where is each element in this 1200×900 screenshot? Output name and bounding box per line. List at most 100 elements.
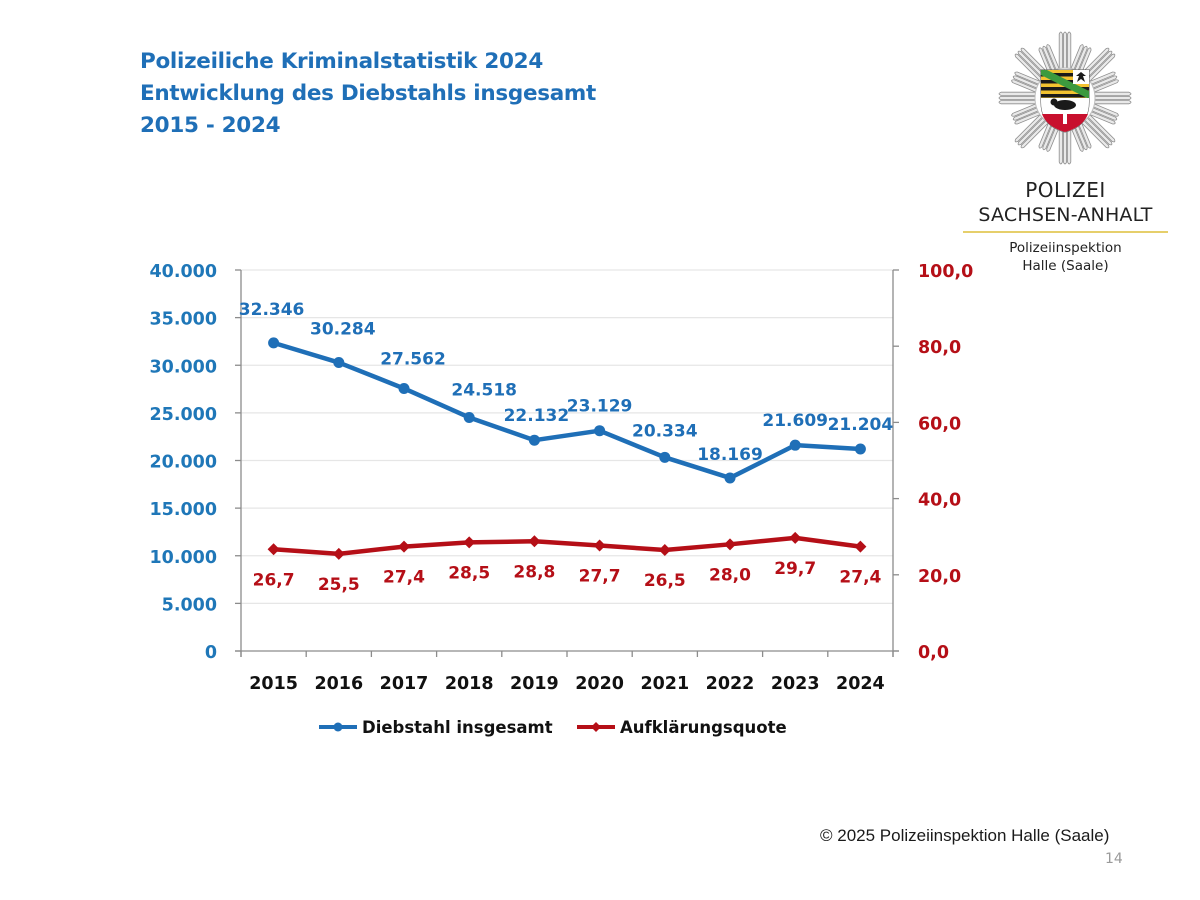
star-ray <box>1011 102 1041 117</box>
point-aufklaerungsquote <box>854 540 867 553</box>
data-label-diebstahl: 20.334 <box>632 421 698 441</box>
legend-marker-aufklaerungsquote <box>591 722 601 732</box>
logo-divider <box>963 231 1168 233</box>
axes: 0 5.000 10.000 15.000 20.000 25.000 30.000 35.0… <box>149 262 973 694</box>
data-label-diebstahl: 30.284 <box>310 320 376 340</box>
star-ray <box>1014 109 1044 125</box>
star-ray <box>1086 71 1116 87</box>
star-ray <box>1087 105 1118 121</box>
star-ray <box>998 91 1040 96</box>
y-left-tick-label: 15.000 <box>149 500 217 520</box>
series <box>267 337 867 560</box>
x-tick-label: 2020 <box>575 674 624 694</box>
y-left-tick-label: 0 <box>205 643 217 663</box>
data-label-diebstahl: 21.609 <box>762 411 828 431</box>
y-left-tick-label: 20.000 <box>149 453 217 473</box>
legend-label-diebstahl: Diebstahl insgesamt <box>362 718 553 737</box>
star-ray <box>1069 122 1084 152</box>
star-ray <box>1086 109 1116 125</box>
y-right-tick-label: 0,0 <box>918 643 949 663</box>
data-label-aufklaerungsquote: 27,4 <box>383 568 425 588</box>
star-ray <box>1063 123 1067 165</box>
point-diebstahl <box>724 472 736 484</box>
point-diebstahl <box>268 337 280 349</box>
star-ray <box>1087 75 1118 91</box>
star-ray <box>1038 119 1054 149</box>
logo-line-polizei: POLIZEI <box>1025 178 1106 202</box>
star-ray <box>1046 44 1061 74</box>
title-line-1: Polizeiliche Kriminalstatistik 2024 <box>140 49 543 74</box>
point-aufklaerungsquote <box>398 540 410 553</box>
star-ray <box>998 96 1040 100</box>
point-aufklaerungsquote <box>789 531 802 544</box>
point-diebstahl <box>659 451 671 463</box>
star-ray <box>1042 120 1058 151</box>
x-tick-label: 2019 <box>510 674 559 694</box>
title-line-2: Entwicklung des Diebstahls insgesamt <box>140 81 597 106</box>
star-ray <box>1090 96 1132 100</box>
legend-marker-diebstahl <box>333 722 343 732</box>
star-ray <box>1067 123 1072 165</box>
star-ray <box>998 100 1040 105</box>
x-tick-label: 2015 <box>249 674 298 694</box>
data-label-diebstahl: 24.518 <box>451 380 517 400</box>
y-right-tick-label: 40,0 <box>918 491 961 511</box>
star-ray <box>1067 31 1072 73</box>
point-aufklaerungsquote <box>463 536 476 549</box>
star-ray <box>1020 117 1052 149</box>
star-ray <box>1011 79 1041 94</box>
star-ray <box>1090 91 1132 96</box>
star-ray <box>1089 79 1119 94</box>
star-ray <box>1072 120 1088 151</box>
point-aufklaerungsquote <box>724 538 736 551</box>
data-label-diebstahl: 21.204 <box>828 415 894 435</box>
star-ray <box>1072 45 1088 76</box>
y-right-tick-label: 100,0 <box>918 262 973 282</box>
point-aufklaerungsquote <box>658 544 671 557</box>
star-ray <box>1069 44 1084 74</box>
data-label-aufklaerungsquote: 26,5 <box>644 571 686 591</box>
star-ray <box>1014 53 1046 85</box>
series-line-aufklaerungsquote <box>273 535 861 557</box>
y-right-tick-label: 80,0 <box>918 338 961 358</box>
star-ray <box>1081 114 1113 146</box>
y-left-tick-label: 25.000 <box>149 405 217 425</box>
series-line-diebstahl <box>272 340 861 481</box>
logo-line-city: Halle (Saale) <box>1022 258 1109 274</box>
star-ray <box>1089 102 1119 117</box>
slide-title: Polizeiliche Kriminalstatistik 2024 Entw… <box>140 46 596 142</box>
data-label-diebstahl: 22.132 <box>504 406 570 426</box>
star-ray <box>1084 111 1116 143</box>
star-ray <box>1046 122 1061 152</box>
y-right-tick-label: 60,0 <box>918 414 961 434</box>
data-label-aufklaerungsquote: 27,7 <box>579 566 621 586</box>
police-star-emblem-icon <box>998 31 1132 165</box>
data-label-aufklaerungsquote: 28,0 <box>709 565 751 585</box>
x-tick-label: 2021 <box>640 674 689 694</box>
point-aufklaerungsquote <box>593 539 606 552</box>
star-ray <box>1084 53 1116 85</box>
star-ray <box>1063 31 1067 73</box>
point-aufklaerungsquote <box>267 543 280 556</box>
x-tick-label: 2023 <box>771 674 820 694</box>
point-diebstahl <box>854 443 866 455</box>
data-label-aufklaerungsquote: 29,7 <box>774 559 816 579</box>
x-tick-label: 2016 <box>314 674 363 694</box>
point-aufklaerungsquote <box>528 535 541 548</box>
x-tick-label: 2024 <box>836 674 885 694</box>
star-ray <box>1058 31 1063 73</box>
title-line-3: 2015 - 2024 <box>140 113 281 138</box>
star-ray <box>1017 50 1049 82</box>
point-diebstahl <box>594 425 606 437</box>
point-diebstahl <box>789 439 801 451</box>
data-label-aufklaerungsquote: 28,8 <box>513 562 555 582</box>
police-logo: POLIZEI SACHSEN-ANHALT Polizeiinspektion… <box>958 28 1173 288</box>
x-tick-label: 2018 <box>445 674 494 694</box>
y-left-tick-label: 5.000 <box>162 595 217 615</box>
data-label-diebstahl: 32.346 <box>239 300 305 320</box>
star-ray <box>1017 114 1049 146</box>
y-left-tick-label: 35.000 <box>149 310 217 330</box>
point-diebstahl <box>398 382 410 394</box>
